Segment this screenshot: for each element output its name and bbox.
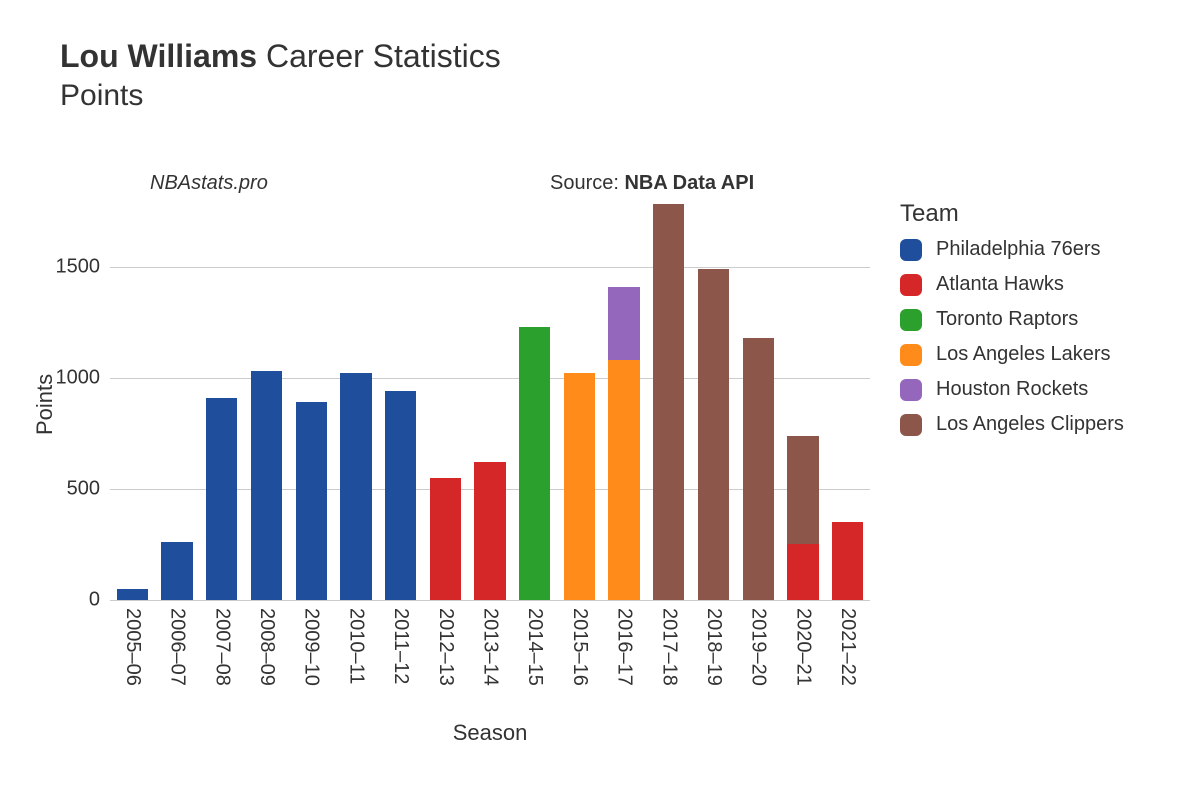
legend-label: Philadelphia 76ers [936,238,1101,261]
chart-container: Lou Williams Career Statistics Points NB… [0,0,1200,800]
x-tick-label: 2008–09 [255,600,278,686]
bar-segment [296,402,327,600]
chart-title-bold: Lou Williams [60,38,257,74]
x-tick-label: 2014–15 [523,600,546,686]
chart-title-block: Lou Williams Career Statistics Points [60,38,501,113]
legend-swatch [900,239,922,261]
x-tick-label: 2020–21 [791,600,814,686]
legend-swatch [900,309,922,331]
chart-title-rest: Career Statistics [257,38,501,74]
legend-swatch [900,344,922,366]
legend-swatch [900,379,922,401]
legend-item: Los Angeles Clippers [900,413,1124,436]
legend-label: Houston Rockets [936,378,1088,401]
gridline [110,267,870,268]
x-tick-label: 2009–10 [300,600,323,686]
y-tick-label: 1000 [56,366,111,389]
bar-segment [608,360,639,600]
x-tick-label: 2015–16 [568,600,591,686]
legend: Team Philadelphia 76ers Atlanta Hawks Toro… [900,200,1124,448]
x-tick-label: 2013–14 [479,600,502,686]
legend-item: Atlanta Hawks [900,273,1124,296]
y-tick-label: 500 [67,477,110,500]
bar-segment [117,589,148,600]
bar-segment [206,398,237,600]
bar-segment [564,373,595,600]
x-tick-label: 2019–20 [747,600,770,686]
source-prefix: Source: [550,172,624,194]
plot-area: 0500100015002005–062006–072007–082008–09… [110,200,870,600]
legend-label: Los Angeles Clippers [936,413,1124,436]
bar-segment [519,327,550,600]
source-label: Source: NBA Data API [550,172,754,195]
x-tick-label: 2007–08 [210,600,233,686]
bar-segment [340,373,371,600]
bar-segment [787,436,818,545]
legend-title: Team [900,200,1124,228]
y-axis-label: Points [32,374,58,435]
bar-segment [698,269,729,600]
legend-label: Los Angeles Lakers [936,343,1111,366]
bar-segment [608,287,639,360]
bar-segment [161,542,192,600]
source-name: NBA Data API [624,172,754,194]
x-tick-label: 2017–18 [657,600,680,686]
bar-segment [430,478,461,600]
legend-swatch [900,414,922,436]
x-tick-label: 2010–11 [344,600,367,684]
y-tick-label: 1500 [56,255,111,278]
legend-item: Philadelphia 76ers [900,238,1124,261]
x-tick-label: 2012–13 [434,600,457,686]
legend-label: Toronto Raptors [936,308,1078,331]
legend-item: Los Angeles Lakers [900,343,1124,366]
bar-segment [653,204,684,600]
legend-swatch [900,274,922,296]
chart-title: Lou Williams Career Statistics [60,38,501,75]
bar-segment [385,391,416,600]
bar-segment [743,338,774,600]
x-tick-label: 2018–19 [702,600,725,686]
x-tick-label: 2005–06 [121,600,144,686]
x-tick-label: 2021–22 [836,600,859,686]
x-axis-label: Season [110,720,870,746]
y-tick-label: 0 [89,589,110,612]
bar-segment [832,522,863,600]
x-tick-label: 2011–12 [389,600,412,684]
legend-item: Houston Rockets [900,378,1124,401]
x-tick-label: 2016–17 [613,600,636,686]
bar-segment [474,462,505,600]
watermark-text: NBAstats.pro [150,172,268,195]
legend-label: Atlanta Hawks [936,273,1064,296]
legend-item: Toronto Raptors [900,308,1124,331]
bar-segment [787,544,818,600]
chart-subtitle: Points [60,79,501,113]
bar-segment [251,371,282,600]
x-tick-label: 2006–07 [166,600,189,686]
